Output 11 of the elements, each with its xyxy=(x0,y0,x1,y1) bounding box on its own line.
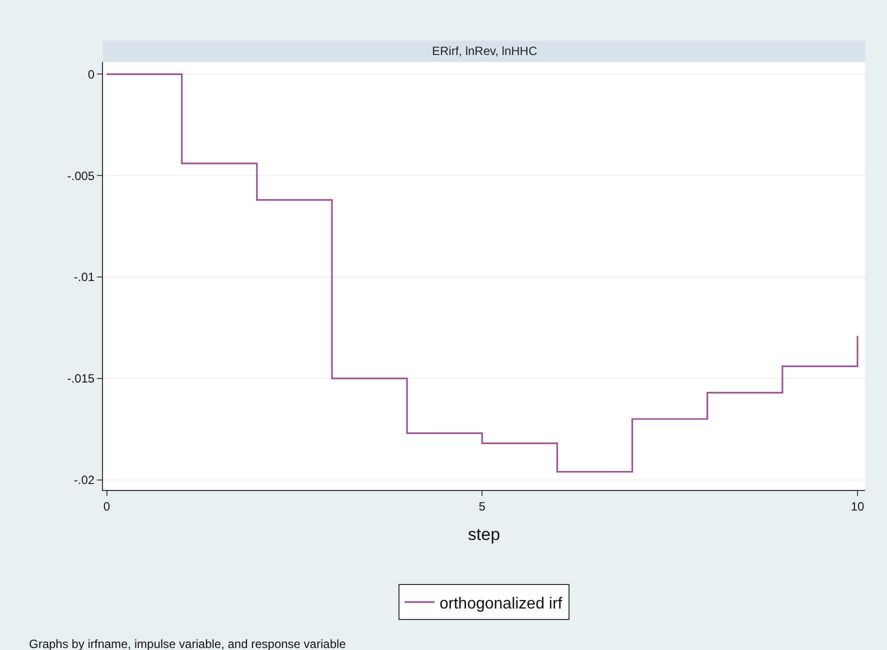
x-axis-title: step xyxy=(468,524,500,544)
x-tick-label: 0 xyxy=(103,499,110,514)
legend-label: orthogonalized irf xyxy=(440,595,563,612)
y-tick-label: -.015 xyxy=(67,372,95,386)
y-tick-label: -.02 xyxy=(74,473,95,488)
x-tick-label: 10 xyxy=(850,499,864,514)
y-tick-label: -.005 xyxy=(67,168,95,183)
y-tick-label: -.01 xyxy=(74,270,95,284)
chart-title: ERirf, lnRev, lnHHC xyxy=(432,44,538,58)
x-tick-label: 5 xyxy=(478,499,486,514)
y-tick-label: 0 xyxy=(88,67,95,82)
